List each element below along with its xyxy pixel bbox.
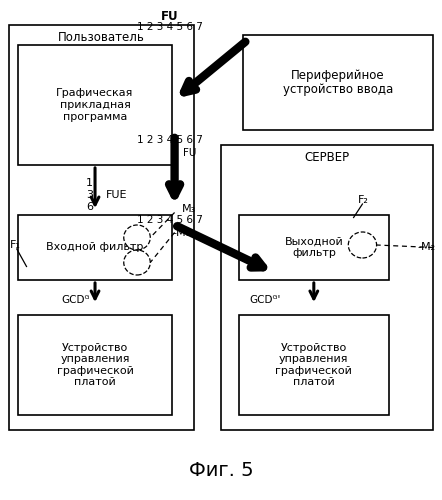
- Text: -M₂: -M₂: [417, 242, 435, 252]
- Text: M₃: M₃: [182, 204, 196, 214]
- Bar: [9, 25, 194, 430]
- Bar: [221, 145, 433, 430]
- Text: F₁: F₁: [10, 240, 21, 250]
- Bar: [239, 215, 389, 280]
- Text: Входной фильтр: Входной фильтр: [46, 242, 144, 252]
- Text: СЕРВЕР: СЕРВЕР: [305, 151, 350, 164]
- Text: 3: 3: [86, 190, 93, 200]
- Text: Устройство
управления
графической
платой: Устройство управления графической платой: [275, 342, 352, 388]
- Bar: [18, 315, 172, 415]
- Bar: [243, 35, 433, 130]
- Text: FU: FU: [161, 10, 179, 22]
- Text: Устройство
управления
графической
платой: Устройство управления графической платой: [57, 342, 133, 388]
- Text: Периферийное
устройство ввода: Периферийное устройство ввода: [283, 68, 393, 96]
- Text: 6: 6: [86, 202, 93, 212]
- Text: Графическая
прикладная
программа: Графическая прикладная программа: [56, 88, 134, 122]
- Bar: [239, 315, 389, 415]
- Text: 1: 1: [86, 178, 93, 188]
- Text: 1 2 3 4 5 6 7: 1 2 3 4 5 6 7: [137, 135, 203, 145]
- Bar: [18, 45, 172, 165]
- Text: 1 2 3 4 5 6 7: 1 2 3 4 5 6 7: [137, 22, 203, 32]
- Text: FUE: FUE: [106, 190, 128, 200]
- Text: 1 2 3 4 5 6 7: 1 2 3 4 5 6 7: [137, 215, 203, 225]
- Text: F₂: F₂: [358, 195, 369, 205]
- Text: Фиг. 5: Фиг. 5: [189, 460, 253, 479]
- Text: GCDᴳ: GCDᴳ: [61, 295, 89, 305]
- Text: Выходной
фильтр: Выходной фильтр: [285, 236, 343, 258]
- Text: FU: FU: [183, 148, 197, 158]
- Text: Пользователь: Пользователь: [58, 31, 145, 44]
- Text: GCDᴳ': GCDᴳ': [250, 295, 281, 305]
- Bar: [18, 215, 172, 280]
- Text: -M₁: -M₁: [172, 228, 191, 237]
